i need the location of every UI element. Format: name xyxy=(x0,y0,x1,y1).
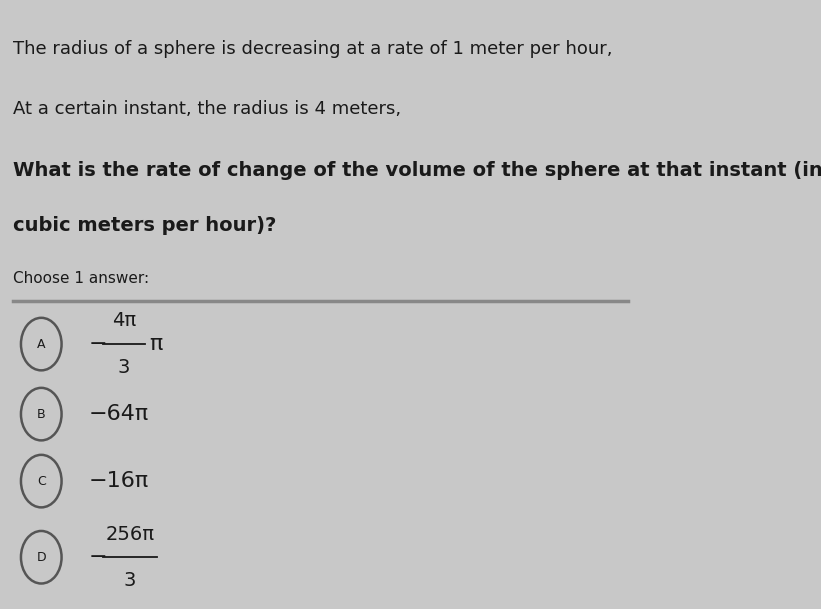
Text: cubic meters per hour)?: cubic meters per hour)? xyxy=(12,216,276,235)
Text: A: A xyxy=(37,337,45,351)
Text: C: C xyxy=(37,474,46,488)
Text: Choose 1 answer:: Choose 1 answer: xyxy=(12,271,149,286)
Text: What is the rate of change of the volume of the sphere at that instant (in: What is the rate of change of the volume… xyxy=(12,161,821,180)
Text: 3: 3 xyxy=(117,357,130,377)
Text: 4π: 4π xyxy=(112,311,136,331)
Text: B: B xyxy=(37,407,46,421)
Text: 3: 3 xyxy=(124,571,136,590)
Text: D: D xyxy=(36,551,46,564)
Text: The radius of a sphere is decreasing at a rate of 1 meter per hour,: The radius of a sphere is decreasing at … xyxy=(12,40,612,58)
Text: −: − xyxy=(89,334,108,354)
Text: 256π: 256π xyxy=(106,524,154,544)
Text: −16π: −16π xyxy=(89,471,149,491)
Text: π: π xyxy=(149,334,163,354)
Text: −64π: −64π xyxy=(89,404,149,424)
Text: −: − xyxy=(89,547,108,567)
Text: At a certain instant, the radius is 4 meters,: At a certain instant, the radius is 4 me… xyxy=(12,100,401,119)
